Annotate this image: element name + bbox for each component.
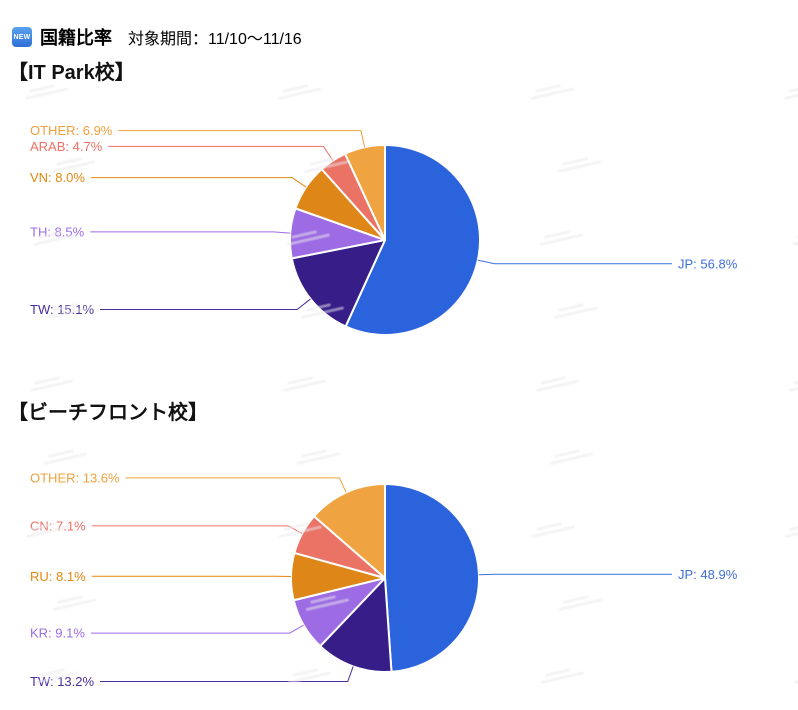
section-title-beachfront: 【ビーチフロント校】 <box>8 402 208 424</box>
pie-label-arab: ARAB: 4.7% <box>30 139 103 154</box>
pie-label-jp: JP: 56.8% <box>678 256 738 271</box>
pie-label-cn: CN: 7.1% <box>30 518 86 533</box>
section-title-itpark: 【IT Park校】 <box>8 62 135 84</box>
pie-label-tw: TW: 13.2% <box>30 674 95 689</box>
pie-slice-jp[interactable] <box>384 483 481 673</box>
leader-line-kr <box>90 624 304 634</box>
leader-line-arab <box>108 145 334 161</box>
pie-label-tw: TW: 15.1% <box>30 302 95 317</box>
leader-line-tw <box>100 298 311 310</box>
pie-label-th: TH: 8.5% <box>30 224 85 239</box>
new-badge-icon: NEW <box>12 27 32 47</box>
report-period: 対象期間：11/10〜11/16 <box>128 31 302 48</box>
leader-line-tw <box>100 666 354 682</box>
pie-slice-jp[interactable] <box>344 144 481 336</box>
pie-label-jp: JP: 48.9% <box>678 567 738 582</box>
leader-line-vn <box>90 177 307 188</box>
leader-line-cn <box>91 525 303 534</box>
pie-chart-beachfront: JP: 48.9% TW: 13.2% KR: 9.1% RU: 8.1% CN: 7.… <box>30 470 738 689</box>
pie-label-ru: RU: 8.1% <box>30 569 86 584</box>
leader-line-jp <box>477 259 672 265</box>
pie-label-vn: VN: 8.0% <box>30 170 85 185</box>
pie-slice-other[interactable] <box>344 144 386 241</box>
leader-line-jp <box>478 573 672 576</box>
pie-label-kr: KR: 9.1% <box>30 626 85 641</box>
pie-label-other: OTHER: 13.6% <box>30 470 120 485</box>
pie-label-other: OTHER: 6.9% <box>30 123 113 138</box>
page-title: 国籍比率 <box>40 28 112 48</box>
leader-line-other <box>118 130 366 148</box>
pie-chart-itpark: JP: 56.8% TW: 15.1% TH: 8.5% VN: 8.0% ARAB: … <box>30 123 738 336</box>
report-header: NEW 国籍比率 対象期間：11/10〜11/16 <box>12 24 302 50</box>
leader-line-th <box>90 231 291 234</box>
leader-line-other <box>125 477 347 493</box>
